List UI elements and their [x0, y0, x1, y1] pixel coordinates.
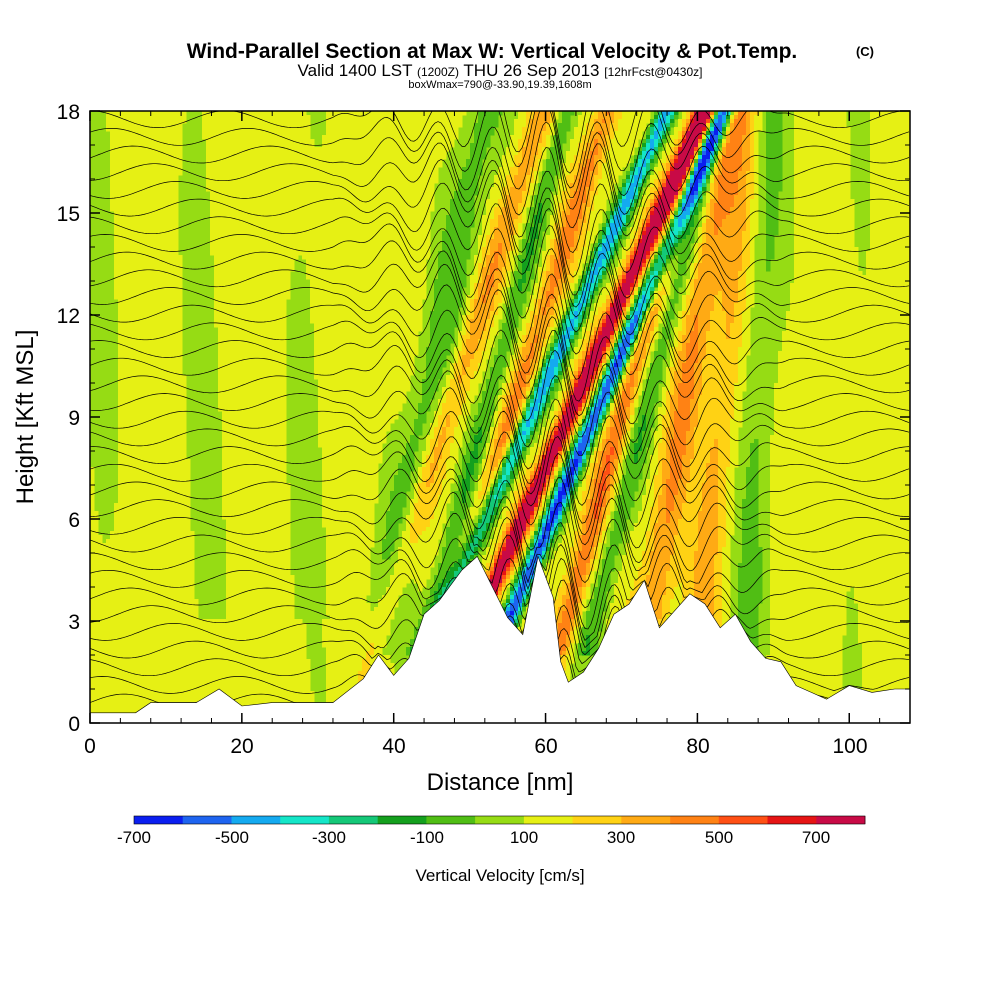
- colorbar-swatch: [329, 816, 378, 824]
- colorbar-swatch: [768, 816, 817, 824]
- colorbar-swatch: [524, 816, 573, 824]
- colorbar-tick-label-1: -700: [117, 828, 151, 847]
- colorbar-tick-label-7: 500: [705, 828, 733, 847]
- colorbar-swatch: [232, 816, 281, 824]
- valid-date: THU 26 Sep 2013: [463, 61, 599, 80]
- y-tick-label-18: 18: [57, 101, 80, 124]
- colorbar-swatch: [134, 816, 183, 824]
- valid-time: Valid 1400 LST: [298, 61, 413, 80]
- y-tick-label-12: 12: [57, 305, 80, 328]
- x-tick-label-100: 100: [832, 735, 867, 758]
- colorbar-tick-label-2: -500: [215, 828, 249, 847]
- colorbar-tick-label-3: -300: [312, 828, 346, 847]
- x-tick-label-80: 80: [686, 735, 709, 758]
- colorbar-tick-label-8: 700: [802, 828, 830, 847]
- x-tick-label-0: 0: [84, 735, 96, 758]
- colorbar-swatch: [183, 816, 232, 824]
- colorbar-swatch: [573, 816, 622, 824]
- colorbar-swatch: [378, 816, 427, 824]
- colorbar-swatch: [621, 816, 670, 824]
- vertical-velocity-cross-section-chart: Wind-Parallel Section at Max W: Vertical…: [0, 0, 1000, 1000]
- copyright-mark: (C): [856, 44, 874, 59]
- y-tick-label-9: 9: [68, 407, 80, 430]
- x-tick-label-60: 60: [534, 735, 557, 758]
- colorbar-swatch: [670, 816, 719, 824]
- colorbar: -700 -500 -300 -100 100 300 500 700 Vert…: [117, 816, 865, 885]
- valid-utc: (1200Z): [417, 65, 459, 79]
- y-axis: 0 3 6 9 12 15 18 Height [Kft MSL]: [12, 101, 80, 736]
- colorbar-swatch: [816, 816, 865, 824]
- forecast-info: [12hrFcst@0430z]: [604, 65, 702, 79]
- x-axis-title: Distance [nm]: [427, 769, 574, 796]
- colorbar-swatch: [475, 816, 524, 824]
- y-tick-label-3: 3: [68, 611, 80, 634]
- colorbar-tick-label-5: 100: [510, 828, 538, 847]
- x-tick-label-40: 40: [382, 735, 405, 758]
- colorbar-swatches: [134, 816, 865, 824]
- chart-title: Wind-Parallel Section at Max W: Vertical…: [187, 40, 798, 63]
- y-axis-title: Height [Kft MSL]: [12, 330, 39, 505]
- plot-area: [90, 78, 911, 728]
- box-max-info: boxWmax=790@-33.90,19.39,1608m: [408, 79, 591, 91]
- colorbar-swatch: [426, 816, 475, 824]
- y-tick-label-15: 15: [57, 203, 80, 226]
- colorbar-tick-label-6: 300: [607, 828, 635, 847]
- x-tick-label-20: 20: [230, 735, 253, 758]
- colorbar-tick-label-4: -100: [410, 828, 444, 847]
- y-tick-label-0: 0: [68, 713, 80, 736]
- y-tick-label-6: 6: [68, 509, 80, 532]
- colorbar-swatch: [719, 816, 768, 824]
- colorbar-title: Vertical Velocity [cm/s]: [415, 866, 584, 885]
- colorbar-swatch: [280, 816, 329, 824]
- x-axis: 0 20 40 60 80 100 Distance [nm]: [84, 735, 867, 796]
- chart-subtitle: Valid 1400 LST (1200Z) THU 26 Sep 2013 […: [298, 61, 703, 80]
